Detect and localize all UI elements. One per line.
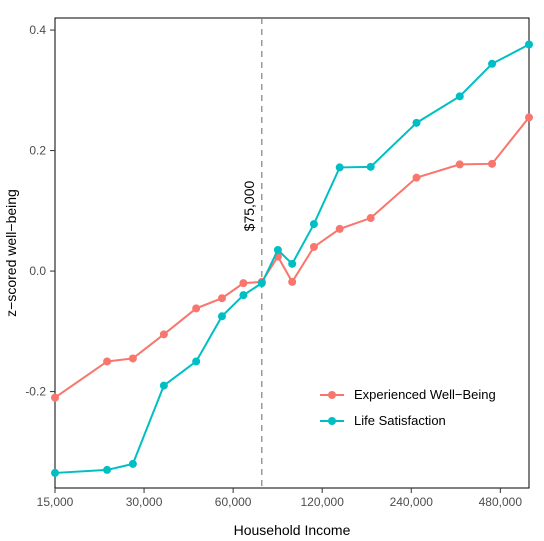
- series-marker-1: [413, 119, 421, 127]
- series-marker-0: [336, 225, 344, 233]
- series-marker-0: [218, 294, 226, 302]
- series-marker-1: [192, 357, 200, 365]
- series-marker-0: [239, 279, 247, 287]
- series-marker-0: [51, 394, 59, 402]
- x-tick-label: 60,000: [215, 495, 252, 509]
- series-marker-1: [310, 220, 318, 228]
- y-tick-label: 0.0: [29, 264, 46, 278]
- x-tick-label: 15,000: [37, 495, 74, 509]
- series-marker-1: [239, 291, 247, 299]
- series-marker-0: [160, 330, 168, 338]
- series-marker-1: [103, 466, 111, 474]
- x-tick-label: 240,000: [390, 495, 434, 509]
- reference-line-label: $75,000: [241, 180, 257, 231]
- series-marker-0: [288, 278, 296, 286]
- series-marker-1: [274, 246, 282, 254]
- series-marker-0: [310, 243, 318, 251]
- series-marker-1: [456, 92, 464, 100]
- series-marker-1: [336, 163, 344, 171]
- x-tick-label: 120,000: [301, 495, 345, 509]
- legend-label: Experienced Well−Being: [354, 387, 496, 402]
- series-marker-1: [288, 260, 296, 268]
- y-tick-label: 0.4: [29, 23, 46, 37]
- series-marker-0: [103, 357, 111, 365]
- series-marker-0: [413, 174, 421, 182]
- series-marker-1: [129, 460, 137, 468]
- series-marker-1: [218, 312, 226, 320]
- y-axis-title: z−scored well−being: [3, 189, 19, 317]
- chart-background: [0, 0, 544, 541]
- series-marker-0: [488, 160, 496, 168]
- series-marker-0: [367, 214, 375, 222]
- x-axis-title: Household Income: [234, 522, 351, 538]
- chart-container: 15,000 30,000 60,000 120,000 240,000 480,000 -…: [0, 0, 544, 541]
- series-marker-0: [456, 160, 464, 168]
- legend-symbol-marker: [328, 417, 336, 425]
- legend-symbol-marker: [328, 391, 336, 399]
- series-marker-0: [192, 304, 200, 312]
- y-tick-label: -0.2: [25, 385, 46, 399]
- series-marker-1: [367, 163, 375, 171]
- wellbeing-income-chart: 15,000 30,000 60,000 120,000 240,000 480,000 -…: [0, 0, 544, 541]
- series-marker-0: [525, 113, 533, 121]
- series-marker-1: [258, 279, 266, 287]
- series-marker-1: [160, 382, 168, 390]
- series-marker-1: [51, 469, 59, 477]
- series-marker-0: [129, 354, 137, 362]
- series-marker-1: [525, 41, 533, 49]
- series-marker-1: [488, 60, 496, 68]
- x-tick-label: 480,000: [479, 495, 523, 509]
- x-tick-label: 30,000: [126, 495, 163, 509]
- y-tick-label: 0.2: [29, 144, 46, 158]
- legend-label: Life Satisfaction: [354, 413, 446, 428]
